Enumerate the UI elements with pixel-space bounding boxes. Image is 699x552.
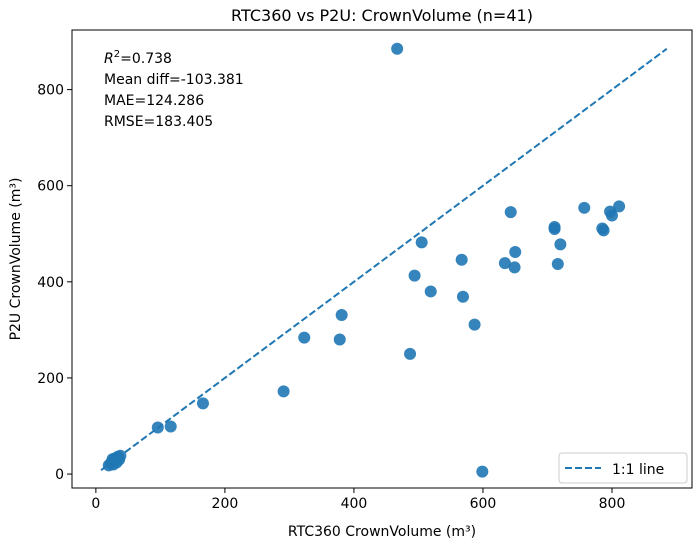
legend: 1:1 line xyxy=(558,452,688,484)
data-point xyxy=(578,201,591,214)
data-point xyxy=(456,290,469,303)
data-point xyxy=(508,261,521,274)
data-point xyxy=(415,236,428,249)
svg-text:R2=0.738: R2=0.738 xyxy=(104,49,172,67)
legend-box xyxy=(558,452,688,484)
data-point xyxy=(498,257,511,270)
data-point xyxy=(333,333,346,346)
reference-line xyxy=(100,47,668,472)
plot-frame xyxy=(71,29,693,489)
chart-title: RTC360 vs P2U: CrownVolume (n=41) xyxy=(231,6,533,25)
data-point xyxy=(298,331,311,344)
legend-label: 1:1 line xyxy=(612,462,664,478)
data-point xyxy=(164,420,177,433)
r2-label: R xyxy=(104,51,114,67)
data-point xyxy=(424,285,437,298)
y-axis-label: P2U CrownVolume (m³) xyxy=(8,178,24,341)
x-axis-label: RTC360 CrownVolume (m³) xyxy=(288,524,476,540)
y-tick-label: 800 xyxy=(37,83,64,99)
data-point xyxy=(196,397,209,410)
data-point xyxy=(476,465,489,478)
data-point xyxy=(504,206,517,219)
data-point xyxy=(509,246,522,259)
data-point xyxy=(408,269,421,282)
r2-value: =0.738 xyxy=(120,51,172,67)
data-point xyxy=(554,238,567,251)
y-tick-label: 400 xyxy=(37,275,64,291)
x-tick-label: 400 xyxy=(341,496,368,512)
data-point xyxy=(468,318,481,331)
y-tick-label: 0 xyxy=(55,467,64,483)
rmse: RMSE=183.405 xyxy=(104,114,213,130)
data-point xyxy=(548,222,561,235)
x-tick-label: 600 xyxy=(470,496,497,512)
data-point xyxy=(613,200,626,213)
data-point xyxy=(404,347,417,360)
x-tick-label: 0 xyxy=(91,496,100,512)
x-tick-label: 800 xyxy=(599,496,626,512)
data-point xyxy=(391,42,404,55)
mean-diff: Mean diff=-103.381 xyxy=(104,72,244,88)
data-point xyxy=(455,253,468,266)
mae: MAE=124.286 xyxy=(104,93,204,109)
y-tick-label: 600 xyxy=(37,179,64,195)
stats-annotation: R2=0.738 Mean diff=-103.381 MAE=124.286 … xyxy=(104,49,244,130)
y-tick-label: 200 xyxy=(37,371,64,387)
data-point xyxy=(606,209,618,222)
data-point xyxy=(596,222,609,235)
data-point xyxy=(551,258,564,271)
data-point xyxy=(151,421,164,434)
x-tick-label: 200 xyxy=(212,496,239,512)
r2-sup: 2 xyxy=(114,49,120,60)
data-point xyxy=(106,453,119,466)
data-point xyxy=(277,385,290,398)
data-point xyxy=(335,308,348,321)
